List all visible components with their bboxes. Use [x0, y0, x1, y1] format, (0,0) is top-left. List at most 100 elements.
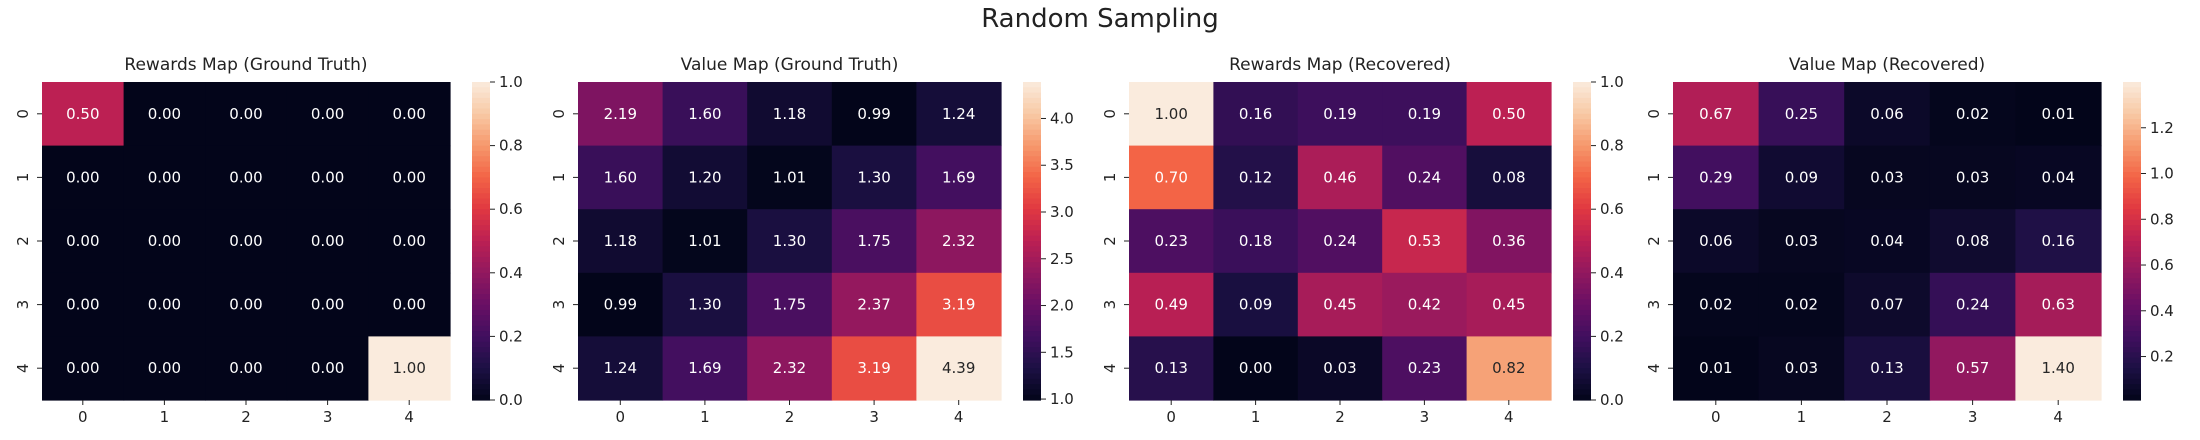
- colorbar-segment: [472, 219, 490, 226]
- heatmap-cell: [1758, 145, 1845, 210]
- heatmap-cell: [368, 272, 451, 337]
- cell-value: 0.24: [1956, 296, 1989, 314]
- colorbar-segment: [2123, 193, 2141, 200]
- cell-value: 0.04: [2041, 168, 2074, 186]
- colorbar-segment: [1023, 246, 1041, 253]
- heatmap-cell: [1758, 82, 1845, 147]
- colorbar-segment: [1573, 161, 1591, 168]
- colorbar-segment: [1573, 384, 1591, 390]
- colorbar-tick-label: 0.8: [499, 137, 523, 155]
- colorbar-segment: [1573, 182, 1591, 189]
- cell-value: 0.00: [311, 232, 344, 250]
- colorbar-tick-label: 1.0: [1050, 390, 1074, 408]
- colorbar-segment: [2123, 124, 2141, 131]
- colorbar-segment: [1023, 119, 1041, 125]
- colorbar-tick-label: 3.5: [1050, 156, 1074, 174]
- heatmap-cell: [916, 82, 1002, 147]
- colorbar-segment: [1023, 193, 1041, 200]
- colorbar-segment: [1023, 209, 1041, 216]
- heatmap-cell: [747, 82, 833, 147]
- colorbar-segment: [1573, 219, 1591, 226]
- cell-value: 1.30: [688, 296, 721, 314]
- colorbar-segment: [1023, 347, 1041, 353]
- cell-value: 1.75: [773, 296, 806, 314]
- panel-title-0: Rewards Map (Ground Truth): [124, 55, 367, 75]
- heatmap-cell: [1673, 145, 1760, 210]
- colorbar-segment: [472, 241, 490, 247]
- heatmap-cell: [1129, 272, 1214, 337]
- cell-value: 0.08: [1492, 168, 1525, 186]
- colorbar-segment: [1573, 177, 1591, 184]
- heatmap-cell: [1844, 336, 1931, 401]
- colorbar-segment: [472, 87, 490, 94]
- colorbar-segment: [2123, 156, 2141, 163]
- heatmap-cell: [1929, 272, 2016, 337]
- cell-value: 0.23: [1154, 232, 1187, 250]
- y-tick-label: 4: [1101, 363, 1119, 373]
- colorbar-segment: [1023, 87, 1041, 94]
- colorbar-tick-label: 0.2: [1600, 327, 1624, 345]
- colorbar-segment: [1573, 378, 1591, 385]
- cell-value: 0.67: [1699, 105, 1732, 123]
- cell-value: 0.19: [1408, 105, 1441, 123]
- colorbar-tick-label: 0.6: [2150, 256, 2174, 274]
- cell-value: 0.99: [604, 296, 637, 314]
- colorbar-segment: [2123, 182, 2141, 189]
- colorbar-segment: [2123, 140, 2141, 147]
- cell-value: 1.01: [688, 232, 721, 250]
- colorbar-segment: [472, 97, 490, 104]
- colorbar-tick-label: 2.5: [1050, 250, 1074, 268]
- colorbar-segment: [472, 246, 490, 253]
- colorbar-segment: [1023, 309, 1041, 316]
- colorbar-segment: [1023, 92, 1041, 99]
- colorbar-segment: [2123, 150, 2141, 157]
- colorbar-segment: [472, 394, 490, 401]
- heatmap-cell: [747, 336, 833, 401]
- cell-value: 0.50: [66, 105, 99, 123]
- colorbar-segment: [1573, 304, 1591, 311]
- colorbar-segment: [2123, 347, 2141, 353]
- cell-value: 0.03: [1323, 359, 1356, 377]
- y-tick-label: 4: [14, 363, 32, 373]
- cell-value: 0.12: [1239, 168, 1272, 186]
- heatmap-cell: [1929, 336, 2016, 401]
- x-tick-label: 1: [1251, 408, 1261, 426]
- cell-value: 0.00: [392, 232, 425, 250]
- colorbar-segment: [472, 384, 490, 390]
- colorbar-segment: [472, 373, 490, 380]
- heatmap-cell: [578, 209, 664, 274]
- cell-value: 0.49: [1154, 296, 1187, 314]
- colorbar-segment: [472, 230, 490, 237]
- x-tick-label: 2: [1335, 408, 1345, 426]
- cell-value: 0.08: [1956, 232, 1989, 250]
- heatmap-cell: [1297, 336, 1383, 401]
- cell-value: 4.39: [942, 359, 975, 377]
- cell-value: 0.02: [1956, 105, 1989, 123]
- colorbar-segment: [1573, 97, 1591, 104]
- colorbar-segment: [1023, 124, 1041, 131]
- heatmap-cell: [1466, 145, 1552, 210]
- cell-value: 0.00: [392, 296, 425, 314]
- heatmap-cell: [1213, 209, 1299, 274]
- colorbar-segment: [2123, 299, 2141, 306]
- heatmap-cell: [368, 209, 451, 274]
- colorbar-segment: [1573, 283, 1591, 290]
- colorbar-segment: [1573, 357, 1591, 364]
- panel-title-3: Value Map (Recovered): [1789, 55, 1985, 75]
- colorbar-segment: [2123, 357, 2141, 364]
- colorbar-segment: [2123, 145, 2141, 152]
- colorbar-segment: [472, 103, 490, 110]
- cell-value: 0.09: [1239, 296, 1272, 314]
- heatmap-cell: [1382, 82, 1468, 147]
- x-tick-label: 3: [1420, 408, 1430, 426]
- cell-value: 0.00: [66, 168, 99, 186]
- colorbar-segment: [472, 188, 490, 194]
- cell-value: 2.32: [773, 359, 806, 377]
- cell-value: 0.06: [1870, 105, 1903, 123]
- cell-value: 1.75: [857, 232, 890, 250]
- colorbar-segment: [1573, 82, 1591, 88]
- colorbar-segment: [472, 124, 490, 131]
- colorbar-segment: [2123, 304, 2141, 311]
- cell-value: 1.60: [688, 105, 721, 123]
- colorbar-segment: [2123, 108, 2141, 115]
